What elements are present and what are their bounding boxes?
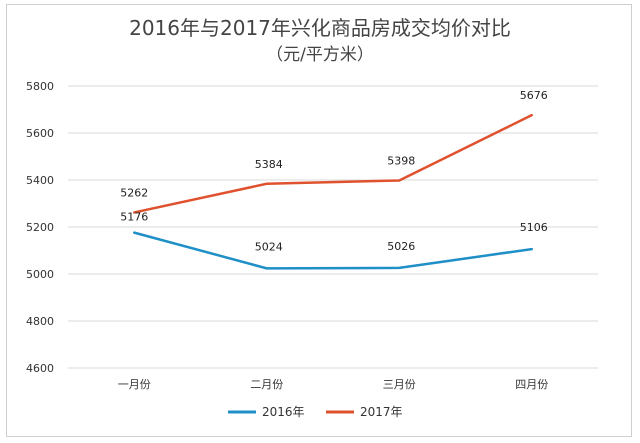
data-label: 5026 <box>387 240 415 253</box>
chart-title: 2016年与2017年兴化商品房成交均价对比 <box>129 16 511 40</box>
data-label: 5384 <box>255 158 283 171</box>
legend-label: 2017年 <box>360 405 403 419</box>
y-tick-label: 5600 <box>26 127 54 140</box>
chart-frame <box>6 4 632 437</box>
x-tick-label: 三月份 <box>383 378 416 391</box>
y-tick-label: 5400 <box>26 174 54 187</box>
data-label: 5106 <box>520 221 548 234</box>
data-label: 5398 <box>387 154 415 167</box>
data-label: 5676 <box>520 89 548 102</box>
y-tick-label: 4800 <box>26 315 54 328</box>
data-label: 5176 <box>120 211 148 224</box>
data-label: 5024 <box>255 240 283 253</box>
y-tick-label: 4600 <box>26 362 54 375</box>
x-tick-label: 二月份 <box>250 378 283 391</box>
chart-subtitle: （元/平方米） <box>266 45 374 65</box>
series-line-2016年 <box>133 231 533 270</box>
legend-label: 2016年 <box>262 405 305 419</box>
series-line-2017年 <box>133 113 533 214</box>
x-tick-label: 一月份 <box>118 378 151 391</box>
data-label: 5262 <box>120 186 148 199</box>
y-tick-label: 5200 <box>26 221 54 234</box>
y-tick-label: 5000 <box>26 268 54 281</box>
y-tick-label: 5800 <box>26 80 54 93</box>
x-tick-label: 四月份 <box>515 378 548 391</box>
